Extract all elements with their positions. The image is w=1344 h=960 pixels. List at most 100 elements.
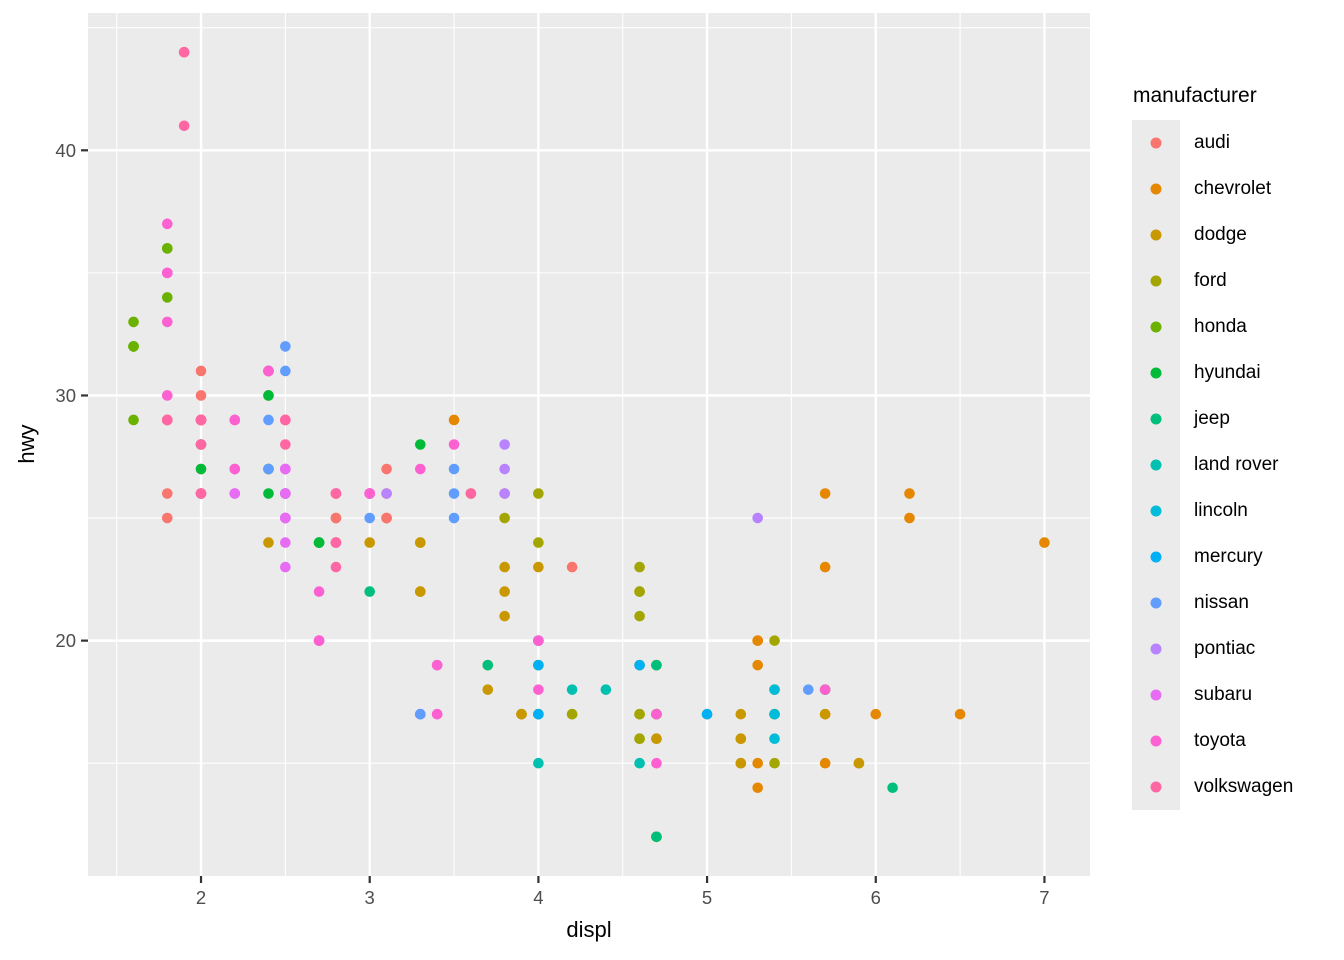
legend-dot-icon xyxy=(1150,643,1162,655)
legend-item-toyota: toyota xyxy=(1132,718,1293,764)
x-tick-label: 4 xyxy=(533,887,543,908)
data-point-chevrolet xyxy=(870,708,882,720)
data-point-volkswagen xyxy=(330,537,342,548)
data-point-subaru xyxy=(280,561,291,573)
legend-dot-icon xyxy=(1150,275,1162,287)
legend-dot-icon xyxy=(1150,137,1162,149)
data-point-toyota xyxy=(263,365,274,377)
data-point-hyundai xyxy=(195,463,207,475)
data-point-jeep xyxy=(887,782,898,794)
data-point-lincoln xyxy=(769,733,780,745)
data-point-subaru xyxy=(229,488,241,499)
data-point-land-rover xyxy=(566,684,578,695)
data-point-nissan xyxy=(415,708,426,720)
data-point-land-rover xyxy=(600,684,612,695)
data-point-dodge xyxy=(499,610,510,622)
data-point-dodge xyxy=(533,561,544,573)
data-point-volkswagen xyxy=(178,46,190,58)
data-point-nissan xyxy=(364,512,376,524)
data-point-toyota xyxy=(533,635,544,646)
data-point-nissan xyxy=(280,365,291,377)
data-point-mercury xyxy=(701,708,713,720)
data-point-ford xyxy=(566,708,578,720)
legend-key xyxy=(1132,672,1180,718)
data-point-volkswagen xyxy=(465,488,477,499)
legend-item-mercury: mercury xyxy=(1132,534,1293,580)
legend-key xyxy=(1132,580,1180,626)
plot-panel xyxy=(88,13,1090,876)
legend-item-jeep: jeep xyxy=(1132,396,1293,442)
legend-key xyxy=(1132,718,1180,764)
data-point-mercury xyxy=(533,659,544,671)
data-point-jeep xyxy=(651,659,662,671)
data-point-subaru xyxy=(280,488,291,499)
x-axis-title: displ xyxy=(566,917,612,942)
data-point-toyota xyxy=(448,439,460,450)
legend-item-hyundai: hyundai xyxy=(1132,350,1293,396)
legend-item-dodge: dodge xyxy=(1132,212,1293,258)
data-point-pontiac xyxy=(499,439,510,450)
data-point-nissan xyxy=(448,512,460,524)
data-point-subaru xyxy=(280,463,291,475)
data-point-honda xyxy=(161,243,173,254)
data-point-honda xyxy=(128,341,139,352)
data-point-audi xyxy=(381,463,392,475)
y-tick-label: 20 xyxy=(55,630,76,651)
legend-item-chevrolet: chevrolet xyxy=(1132,166,1293,212)
data-point-nissan xyxy=(263,414,274,426)
data-point-honda xyxy=(128,316,139,328)
data-point-volkswagen xyxy=(330,488,342,499)
data-point-lincoln xyxy=(769,708,780,720)
data-point-chevrolet xyxy=(752,757,763,769)
data-point-hyundai xyxy=(313,537,325,548)
data-point-land-rover xyxy=(634,757,645,769)
data-point-audi xyxy=(195,365,207,377)
legend-item-honda: honda xyxy=(1132,304,1293,350)
legend-label: mercury xyxy=(1194,546,1263,567)
data-point-chevrolet xyxy=(954,708,966,720)
data-point-volkswagen xyxy=(195,439,207,450)
data-point-dodge xyxy=(819,708,831,720)
data-point-toyota xyxy=(161,218,173,230)
legend-dot-icon xyxy=(1150,735,1162,747)
legend-label: hyundai xyxy=(1194,362,1261,383)
data-point-hyundai xyxy=(263,390,274,401)
legend-label: chevrolet xyxy=(1194,178,1272,199)
data-point-ford xyxy=(634,586,645,597)
legend-key xyxy=(1132,396,1180,442)
data-point-toyota xyxy=(415,463,426,475)
y-tick-label: 40 xyxy=(55,140,76,161)
data-point-toyota xyxy=(431,659,443,671)
data-point-mercury xyxy=(533,708,544,720)
x-tick-label: 7 xyxy=(1039,887,1049,908)
data-point-toyota xyxy=(313,586,325,597)
legend-label: pontiac xyxy=(1194,638,1256,659)
data-point-toyota xyxy=(533,684,544,695)
data-point-chevrolet xyxy=(448,414,460,426)
legend-item-pontiac: pontiac xyxy=(1132,626,1293,672)
data-point-nissan xyxy=(448,488,460,499)
data-point-ford xyxy=(634,610,645,622)
data-point-chevrolet xyxy=(904,488,915,499)
legend-label: jeep xyxy=(1194,408,1230,429)
legend-label: volkswagen xyxy=(1194,776,1294,797)
data-point-subaru xyxy=(280,537,291,548)
legend-dot-icon xyxy=(1150,689,1162,701)
data-point-subaru xyxy=(280,512,291,524)
data-point-chevrolet xyxy=(904,512,915,524)
data-point-dodge xyxy=(499,561,510,573)
legend-items: audi chevrolet dodge ford honda hyundai jeep la… xyxy=(1132,120,1293,810)
data-point-jeep xyxy=(482,659,494,671)
legend-item-volkswagen: volkswagen xyxy=(1132,764,1293,810)
legend-dot-icon xyxy=(1150,459,1162,471)
legend-key xyxy=(1132,534,1180,580)
data-point-pontiac xyxy=(499,463,510,475)
data-point-chevrolet xyxy=(819,757,831,769)
data-point-chevrolet xyxy=(752,659,763,671)
data-point-hyundai xyxy=(415,439,426,450)
data-point-ford xyxy=(634,708,645,720)
legend-label: subaru xyxy=(1194,684,1253,705)
data-point-volkswagen xyxy=(195,414,207,426)
data-point-dodge xyxy=(853,757,865,769)
